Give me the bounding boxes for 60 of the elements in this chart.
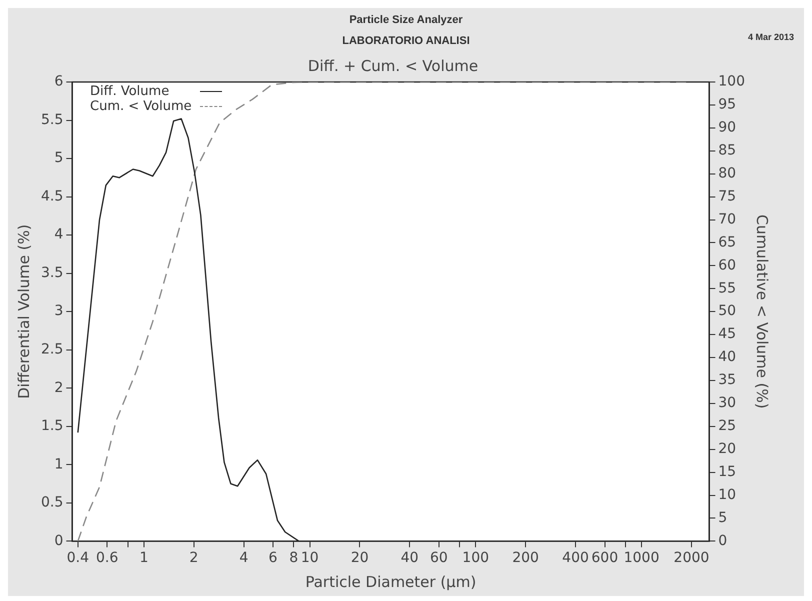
y2-tick-label: 55 xyxy=(718,280,736,296)
x-tick-label: 0.4 xyxy=(66,550,90,566)
y2-tick-label: 75 xyxy=(718,188,736,204)
text: 4 Mar 2013 xyxy=(748,32,794,42)
y-tick-label: 5.5 xyxy=(41,112,64,128)
y-tick-label: 5 xyxy=(54,150,64,166)
x-tick-label: 600 xyxy=(591,550,618,566)
y2-tick-label: 30 xyxy=(718,395,736,412)
y2-tick-label: 100 xyxy=(718,74,746,90)
x-tick-label: 4 xyxy=(239,550,248,566)
x-tick-label: 1 xyxy=(139,550,148,566)
y2-tick-label: 10 xyxy=(718,486,736,503)
y2-tick-label: 45 xyxy=(718,326,736,342)
y2-tick-label: 0 xyxy=(718,532,728,549)
y-tick-label: 2 xyxy=(54,380,64,396)
x-tick-label: 0.6 xyxy=(96,550,118,566)
y-axis-title: Differential Volume (%) xyxy=(14,224,33,399)
text: Particle Size Analyzer xyxy=(348,14,464,26)
y-tick-label: 3.5 xyxy=(41,264,64,281)
y2-tick-label: 90 xyxy=(718,120,736,136)
text: LABORATORIO ANALISI xyxy=(342,35,470,47)
y2-tick-label: 85 xyxy=(718,142,736,159)
y2-tick-label: 35 xyxy=(718,372,736,388)
y2-tick-label: 70 xyxy=(718,211,736,228)
x-tick-label: 10 xyxy=(300,550,319,566)
y2-tick-label: 20 xyxy=(718,441,736,457)
y-tick-label: 1 xyxy=(54,456,64,472)
y-tick-label: 0.5 xyxy=(41,494,64,511)
x-tick-label: 2000 xyxy=(674,550,710,566)
y2-axis-title: Cumulative < Volume (%) xyxy=(753,214,772,409)
x-tick-label: 2 xyxy=(189,550,198,566)
y2-tick-label: 5 xyxy=(718,510,728,526)
y2-tick-label: 60 xyxy=(718,257,736,274)
x-tick-label: 8 xyxy=(289,550,298,566)
y2-tick-label: 25 xyxy=(718,418,736,434)
x-tick-label: 400 xyxy=(562,550,589,566)
y2-tick-label: 65 xyxy=(718,234,736,250)
y-tick-label: 2.5 xyxy=(41,342,64,358)
y-tick-label: 0 xyxy=(54,532,64,549)
x-tick-label: 200 xyxy=(512,550,539,566)
y-tick-label: 4 xyxy=(54,226,64,243)
y2-tick-label: 15 xyxy=(718,464,736,480)
y2-tick-label: 95 xyxy=(718,96,736,113)
legend-label: Cum. < Volume xyxy=(90,99,193,114)
y2-tick-label: 40 xyxy=(718,349,736,366)
y-tick-label: 3 xyxy=(54,303,64,320)
y-tick-label: 4.5 xyxy=(41,188,64,204)
x-tick-label: 100 xyxy=(462,550,490,566)
y2-tick-label: 50 xyxy=(718,303,736,320)
y-tick-label: 6 xyxy=(54,74,64,90)
x-tick-label: 6 xyxy=(268,550,278,566)
y-tick-label: 1.5 xyxy=(41,418,64,434)
x-tick-label: 40 xyxy=(400,550,419,566)
x-tick-label: 20 xyxy=(350,550,369,566)
legend-label: Diff. Volume xyxy=(90,84,170,99)
y2-tick-label: 80 xyxy=(718,165,736,182)
x-axis-title: Particle Diameter (µm) xyxy=(305,572,476,591)
x-tick-label: 60 xyxy=(430,550,448,566)
x-tick-label: 1000 xyxy=(624,550,660,566)
chart-title: Diff. + Cum. < Volume xyxy=(308,56,478,75)
